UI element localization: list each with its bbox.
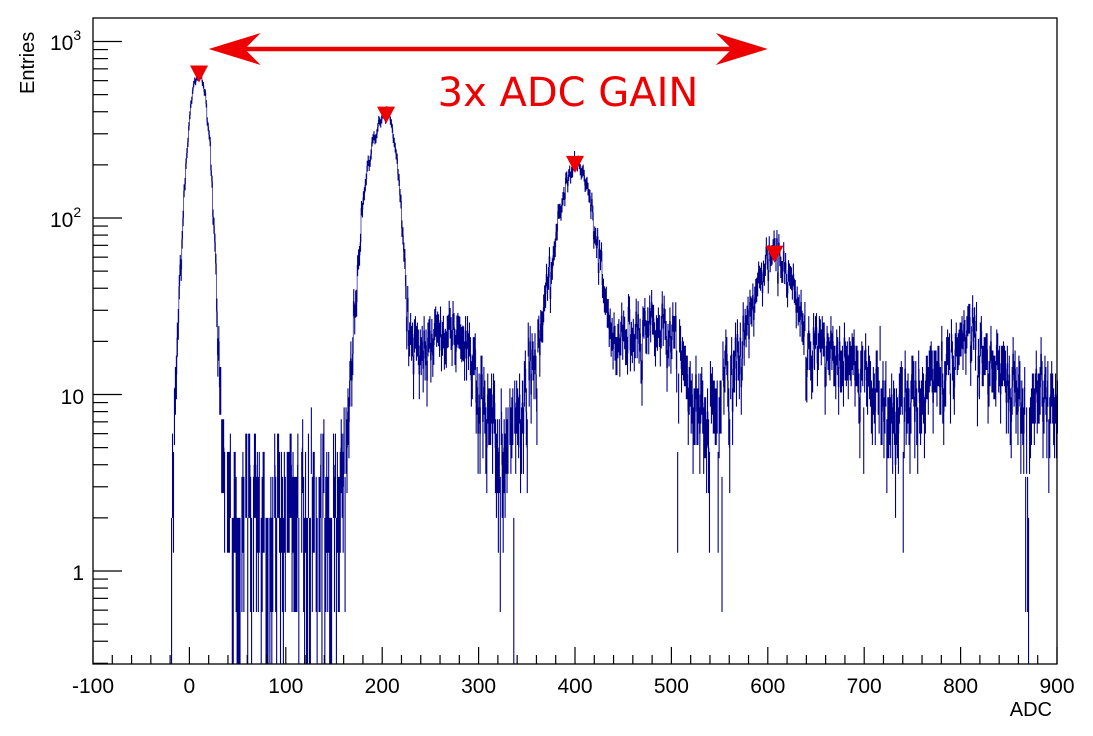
x-tick-label: -100	[72, 675, 114, 698]
y-tick-label-1: 1	[72, 562, 84, 585]
peak-marker-2	[377, 106, 396, 124]
y-tick-label-10: 10	[61, 386, 84, 409]
y-tick-label-100: 102	[50, 204, 81, 232]
y-tick-1000-mantissa: 10	[50, 32, 73, 55]
y-tick-100-exponent: 2	[73, 204, 81, 220]
x-tick-label: 600	[750, 675, 785, 698]
x-tick-label: 400	[557, 675, 592, 698]
x-tick-label: 200	[365, 675, 400, 698]
peak-markers	[190, 65, 784, 263]
y-tick-100-mantissa: 10	[50, 209, 73, 232]
peak-marker-4	[765, 245, 784, 263]
x-tick-label: 900	[1039, 675, 1074, 698]
y-axis-ticks	[93, 40, 122, 664]
gain-annotation: 3x ADC GAIN	[208, 33, 768, 116]
gain-annotation-label: 3x ADC GAIN	[438, 70, 699, 116]
y-tick-label-1000: 103	[50, 27, 81, 55]
gain-arrow-head-left	[208, 33, 261, 65]
peak-marker-1	[190, 65, 209, 83]
x-axis-ticks: -100 0 100 200 300 400 500 600 700 800 900	[72, 647, 1075, 698]
x-tick-label: 500	[654, 675, 689, 698]
gain-arrow-head-right	[715, 33, 768, 65]
x-tick-label: 800	[943, 675, 978, 698]
histogram-bins	[171, 69, 1059, 664]
x-tick-label: 0	[184, 675, 196, 698]
x-axis-title: ADC	[1010, 699, 1052, 721]
x-tick-label: 700	[847, 675, 882, 698]
y-axis-title: Entries	[17, 32, 39, 94]
x-tick-label: 300	[461, 675, 496, 698]
x-tick-label: 100	[268, 675, 303, 698]
y-tick-1000-exponent: 3	[73, 27, 81, 43]
histogram-series	[171, 69, 1059, 664]
peak-marker-3	[566, 155, 584, 173]
